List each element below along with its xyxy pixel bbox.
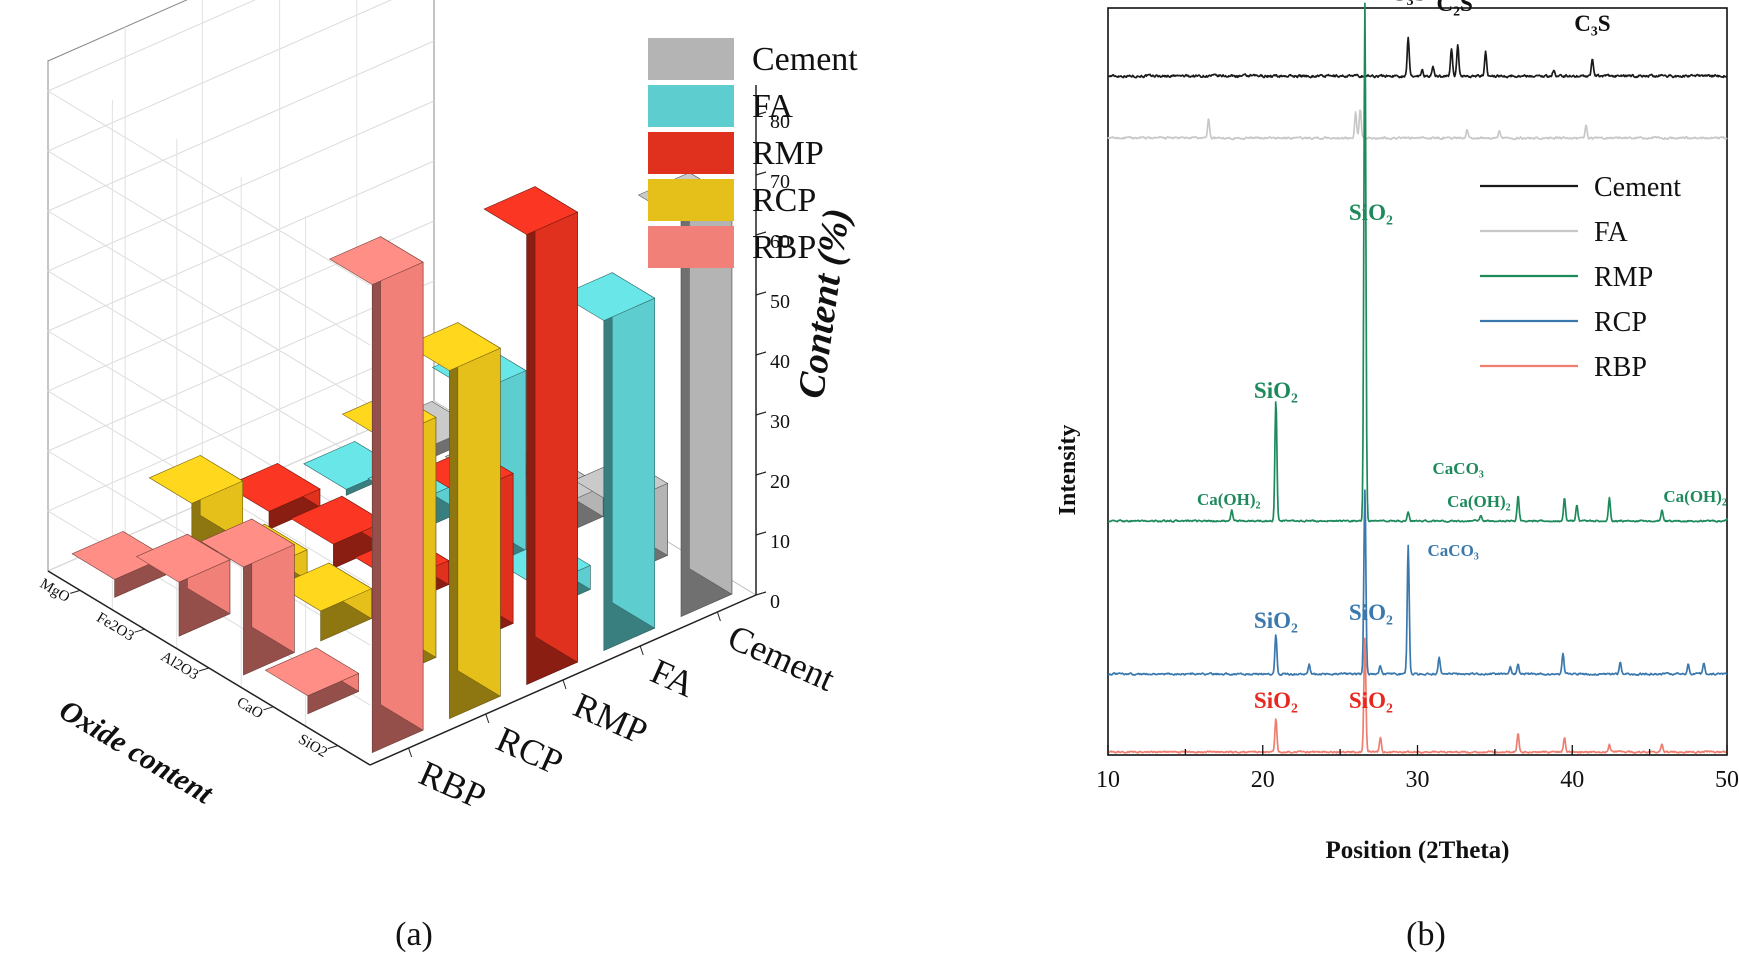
peak-label-caco3: CaCO₃ — [1428, 541, 1479, 560]
z-tick — [756, 532, 766, 535]
z-tick — [756, 292, 766, 295]
legend-swatch-rcp — [648, 179, 734, 221]
peak-label-c3s: C₃S — [1574, 11, 1610, 36]
peak-label-sio2: SiO₂ — [1349, 688, 1393, 713]
legend-label-rbp: RBP — [1594, 352, 1647, 383]
y-tick — [640, 646, 643, 655]
z-tick — [756, 592, 766, 595]
x-axis-title: Oxide content — [53, 693, 219, 811]
bar-side-face — [458, 323, 501, 697]
peak-label-caoh2: Ca(OH)₂ — [1197, 490, 1261, 509]
legend-label-rbp: RBP — [752, 229, 816, 266]
y-tick-label: Cement — [722, 617, 841, 699]
peak-label-c3s: C₃S — [1390, 0, 1426, 6]
z-tick-label: 30 — [770, 411, 790, 433]
peak-label-sio2: SiO₂ — [1349, 600, 1393, 625]
y-tick — [563, 680, 566, 689]
bar-side-face — [612, 273, 655, 629]
peak-label-caoh2: Ca(OH)₂ — [1447, 492, 1511, 511]
y-tick — [409, 748, 412, 757]
peak-label-sio2: SiO₂ — [1254, 378, 1298, 403]
x-tick-label: 20 — [1251, 767, 1275, 793]
legend-label-cement: Cement — [752, 41, 858, 78]
panel-b-xrd-chart: 10 20 30 40 50 Position (2Theta) Intensity Ceme… — [1055, 0, 1739, 953]
x-axis: 10 20 30 40 50 Position (2Theta) — [1096, 745, 1739, 864]
z-tick-label: 0 — [770, 591, 780, 613]
annotations: C₃S C₂S C₃S SiO₂ SiO₂ CaCO₃ Ca(OH)₂ Ca(OH)₂ Ca(O… — [1197, 0, 1727, 713]
legend: Cement FA RMP RCP RBP — [1480, 172, 1681, 383]
bar-side-face — [381, 237, 424, 731]
legend-label-rcp: RCP — [1594, 307, 1647, 338]
legend-label-rcp: RCP — [752, 182, 816, 219]
peak-label-caco3: CaCO₃ — [1433, 459, 1484, 478]
x-tick-label: 50 — [1715, 767, 1739, 793]
legend-label-fa: FA — [752, 88, 793, 125]
x-tick-label: 10 — [1096, 767, 1120, 793]
peak-label-caoh2: Ca(OH)₂ — [1663, 487, 1727, 506]
bar-side-face — [535, 187, 578, 663]
peak-label-sio2: SiO₂ — [1254, 688, 1298, 713]
z-tick — [756, 352, 766, 355]
y-tick-label: RBP — [413, 753, 491, 817]
z-tick-label: 50 — [770, 291, 790, 313]
x-tick-label: 40 — [1560, 767, 1584, 793]
peak-label-sio2: SiO₂ — [1254, 608, 1298, 633]
legend-swatch-rbp — [648, 226, 734, 268]
peak-label-c2s: C₂S — [1436, 0, 1472, 16]
series-line-cement — [1108, 38, 1727, 78]
z-tick — [756, 472, 766, 475]
y-tick — [717, 612, 720, 621]
y-tick-label: FA — [645, 651, 701, 705]
y-tick-label: RCP — [491, 719, 569, 783]
z-tick — [756, 412, 766, 415]
legend-label-rmp: RMP — [752, 135, 824, 172]
panel-a-label: (a) — [395, 916, 433, 953]
legend-swatch-fa — [648, 85, 734, 127]
x-axis-title: Position (2Theta) — [1325, 837, 1509, 864]
series-line-rcp — [1108, 490, 1727, 675]
y-tick-label: RMP — [568, 685, 654, 752]
series-line-rbp — [1108, 638, 1727, 753]
series-line-fa — [1108, 110, 1727, 139]
legend-swatch-rmp — [648, 132, 734, 174]
peak-label-sio2: SiO₂ — [1349, 200, 1393, 225]
panel-b-label: (b) — [1406, 916, 1446, 953]
z-tick-label: 10 — [770, 531, 790, 553]
legend-swatch-cement — [648, 38, 734, 80]
z-tick — [756, 172, 766, 175]
x-tick-label: 30 — [1406, 767, 1430, 793]
legend-label-fa: FA — [1594, 217, 1628, 248]
z-tick-label: 20 — [770, 471, 790, 493]
legend-label-cement: Cement — [1594, 172, 1681, 203]
y-tick — [486, 714, 489, 723]
y-axis-title: Intensity — [1055, 425, 1081, 516]
z-tick-label: 40 — [770, 351, 790, 373]
legend-label-rmp: RMP — [1594, 262, 1653, 293]
figure: 01020304050607080Content (%)SiO2CaOAl2O3… — [0, 0, 1739, 955]
